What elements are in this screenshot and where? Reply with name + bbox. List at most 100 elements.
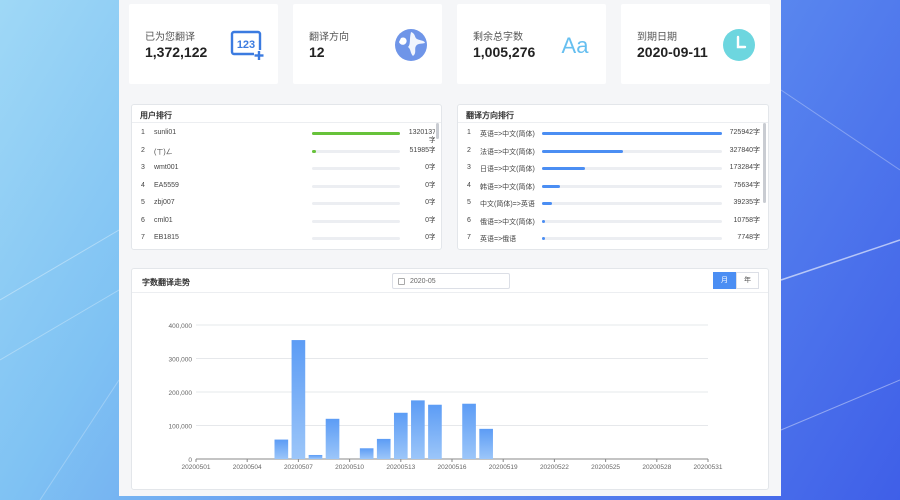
rank-value: 0字 [425,216,435,224]
rank-name: 法语=>中文(简体) [480,148,535,156]
chart-bar [308,454,323,459]
rank-name: EA5559 [154,181,179,189]
chart-bar [376,438,391,459]
rank-index: 3 [467,164,471,171]
svg-text:Aa: Aa [562,33,590,58]
rank-index: 7 [467,234,471,241]
rank-row: 7 英语=>俄语 7748字 [458,229,762,247]
month-picker-input[interactable]: 2020-05 [392,273,510,289]
rank-bar [542,202,722,205]
rank-value: 51985字 [409,146,435,154]
y-tick-label: 400,000 [169,323,193,330]
y-tick-label: 0 [188,457,192,464]
rank-name: EB1815 [154,234,179,241]
x-tick-label: 20200516 [438,464,467,471]
globe-icon [395,29,427,61]
rank-value: 327840字 [729,146,760,154]
toggle-month-button[interactable]: 月 [713,272,736,289]
rank-index: 6 [141,216,145,224]
rank-name: 日语=>中文(简体) [480,166,535,173]
direction-rank-list[interactable]: 1 英语=>中文(简体) 725942字 2 法语=>中文(简体) 327840字 3 日语=… [458,124,762,249]
rank-bar-fill [312,132,400,135]
rank-value: 725942字 [729,129,760,136]
rank-name: 韩语=>中文(简体) [480,183,535,191]
stat-value: 2020-09-11 [637,44,708,60]
chart-header: 字数翻译走势 2020-05 月 年 [132,269,768,293]
rank-index: 6 [467,216,471,224]
trend-chart-panel: 字数翻译走势 2020-05 月 年 0 100,000 200,000 300,00… [131,268,769,490]
toggle-year-button[interactable]: 年 [736,272,759,289]
rank-bar [542,184,722,188]
user-rank-list[interactable]: 1 sunli01 1320137字 2 (ㄒ)ㄥ 51985字 3 wmt001 0字 4 EA5… [132,124,435,249]
y-tick-label: 200,000 [169,390,193,397]
rank-value: 1320137字 [408,129,435,144]
rank-index: 2 [467,146,471,154]
user-rank-panel: 用户排行 1 sunli01 1320137字 2 (ㄒ)ㄥ 51985字 3 wmt001 0… [131,104,442,250]
x-tick-label: 20200525 [591,464,620,471]
x-tick-label: 20200507 [284,464,313,471]
rank-name: zbj007 [154,199,175,206]
rank-bar [542,149,722,153]
stat-value: 1,372,122 [145,44,208,60]
svg-text:123: 123 [237,39,255,51]
rank-name: 俄语=>中文(简体) [480,218,535,226]
chart-title: 字数翻译走势 [142,278,190,287]
rank-value: 0字 [425,199,435,206]
rank-bar-fill [312,149,316,153]
rank-bar [312,132,400,135]
rank-bar [542,167,722,170]
rank-row: 4 EA5559 0字 [132,177,435,195]
user-rank-title: 用户排行 [132,105,441,123]
rank-index: 1 [141,129,145,136]
rank-value: 0字 [425,164,435,171]
rank-bar-fill [542,184,560,188]
rank-name: 英语=>俄语 [480,236,517,243]
chart-bar [411,400,425,459]
rank-name: sunli01 [154,129,177,136]
x-tick-label: 20200519 [489,464,518,471]
stat-label: 到期日期 [637,32,677,43]
rank-bar [542,237,722,240]
rank-value: 0字 [425,181,435,189]
rank-value: 173284字 [729,164,760,171]
month-picker-value: 2020-05 [410,278,436,285]
stat-label: 已为您翻译 [145,32,195,43]
rank-bar-fill [542,219,545,223]
rank-value: 0字 [425,234,435,241]
rank-index: 5 [467,199,471,206]
rank-index: 4 [467,181,471,189]
rank-row: 5 中文(简体)=>英语 39235字 [458,194,762,212]
rank-value: 39235字 [733,199,760,206]
x-tick-label: 20200504 [233,464,262,471]
rank-bar-fill [542,132,722,135]
direction-rank-scrollbar[interactable] [763,123,766,203]
rank-bar [542,132,722,135]
rank-row: 6 cml01 0字 [132,212,435,230]
stat-card-directions: 翻译方向 12 [293,4,442,84]
trend-bar-chart: 0 100,000 200,000 300,000 400,000 20200501 202… [169,323,723,471]
chart-bar [393,412,408,459]
y-tick-label: 300,000 [169,357,193,364]
rank-bar [312,202,400,205]
x-tick-label: 20200531 [694,464,723,471]
stat-value: 12 [309,44,325,60]
rank-row: 2 法语=>中文(简体) 327840字 [458,142,762,160]
rank-bar-fill [542,167,586,170]
rank-name: wmt001 [154,164,179,171]
rank-index: 5 [141,199,145,206]
rank-row: 4 韩语=>中文(简体) 75634字 [458,177,762,195]
x-tick-label: 20200501 [182,464,211,471]
rank-index: 7 [141,234,145,241]
rank-index: 3 [141,164,145,171]
rank-bar [312,149,400,153]
numbers-123-icon: 123 [230,30,264,60]
x-tick-label: 20200513 [386,464,415,471]
rank-row: 5 zbj007 0字 [132,194,435,212]
user-rank-scrollbar[interactable] [436,123,439,139]
dashboard-page: 已为您翻译 1,372,122 123 翻译方向 12 剩余总字数 1,005,… [119,0,781,496]
rank-index: 2 [141,146,145,154]
rank-row: 2 (ㄒ)ㄥ 51985字 [132,142,435,160]
rank-name: cml01 [154,216,173,224]
calendar-icon [398,278,405,285]
rank-row: 1 英语=>中文(简体) 725942字 [458,124,762,142]
